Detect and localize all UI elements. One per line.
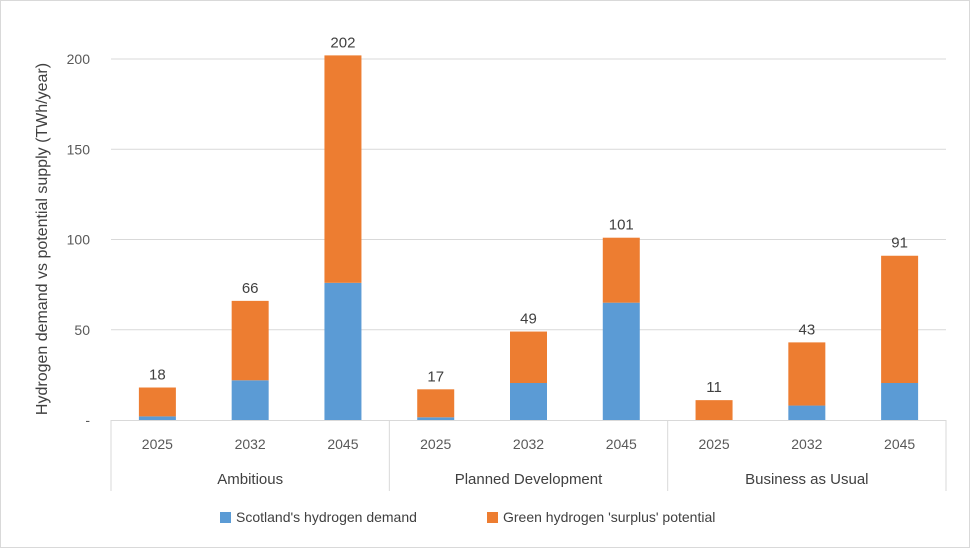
- bar-surplus: [881, 255, 919, 383]
- total-data-label: 202: [330, 34, 355, 51]
- bar-surplus: [788, 342, 826, 406]
- total-data-label: 17: [427, 368, 444, 385]
- total-data-label: 11: [706, 379, 722, 396]
- bar-surplus: [510, 331, 547, 383]
- x-category-label: 2025: [698, 436, 729, 452]
- bar-demand: [510, 382, 547, 420]
- y-tick-label: -: [85, 412, 90, 428]
- total-data-label: 49: [520, 311, 537, 328]
- x-category-label: 2032: [235, 436, 266, 452]
- gridlines: [111, 58, 946, 331]
- x-group-label: Business as Usual: [745, 471, 868, 488]
- x-group-label: Planned Development: [455, 471, 603, 488]
- bar-demand: [324, 282, 362, 420]
- x-axis: 2025 2032 2045 2025 2032 2045 2025 2032 2045 Ambi…: [110, 420, 947, 491]
- x-category-label: 2025: [420, 436, 451, 452]
- legend-label: Scotland's hydrogen demand: [236, 509, 417, 525]
- legend-swatch: [220, 512, 231, 523]
- data-labels: 18 66 202 17 49 101 11 43 91: [149, 34, 908, 396]
- y-tick-label: 100: [67, 232, 91, 248]
- x-category-label: 2045: [884, 436, 915, 452]
- x-category-label: 2045: [606, 436, 637, 452]
- bar-surplus: [695, 400, 733, 420]
- total-data-label: 66: [242, 280, 259, 297]
- legend: Scotland's hydrogen demand Green hydrogen…: [220, 509, 715, 525]
- x-category-label: 2032: [791, 436, 822, 452]
- bar-demand: [138, 416, 176, 420]
- x-category-label: 2025: [142, 436, 173, 452]
- total-data-label: 91: [891, 235, 908, 252]
- legend-swatch: [487, 512, 498, 523]
- legend-label: Green hydrogen 'surplus' potential: [503, 509, 715, 525]
- total-data-label: 18: [149, 367, 166, 384]
- y-axis-tick-labels: - 50 100 150 200: [67, 51, 91, 428]
- y-tick-label: 150: [67, 141, 91, 157]
- y-axis-title: Hydrogen demand vs potential supply (TWh…: [34, 63, 51, 415]
- bar-surplus: [602, 237, 640, 303]
- x-category-label: 2032: [513, 436, 544, 452]
- bar-demand: [417, 417, 455, 420]
- bar-demand: [788, 405, 826, 420]
- y-tick-label: 50: [74, 322, 90, 338]
- bar-surplus: [324, 55, 362, 283]
- bar-surplus: [417, 389, 455, 418]
- bar-demand: [231, 380, 269, 420]
- bar-demand: [602, 302, 640, 420]
- x-group-label: Ambitious: [217, 471, 283, 488]
- y-axis-title-group: Hydrogen demand vs potential supply (TWh…: [34, 63, 51, 415]
- total-data-label: 101: [609, 217, 634, 234]
- bars: [138, 55, 919, 420]
- y-tick-label: 200: [67, 51, 91, 67]
- total-data-label: 43: [798, 321, 815, 338]
- bar-surplus: [231, 300, 269, 381]
- bar-surplus: [138, 387, 176, 417]
- x-category-label: 2045: [327, 436, 358, 452]
- bar-demand: [881, 382, 919, 420]
